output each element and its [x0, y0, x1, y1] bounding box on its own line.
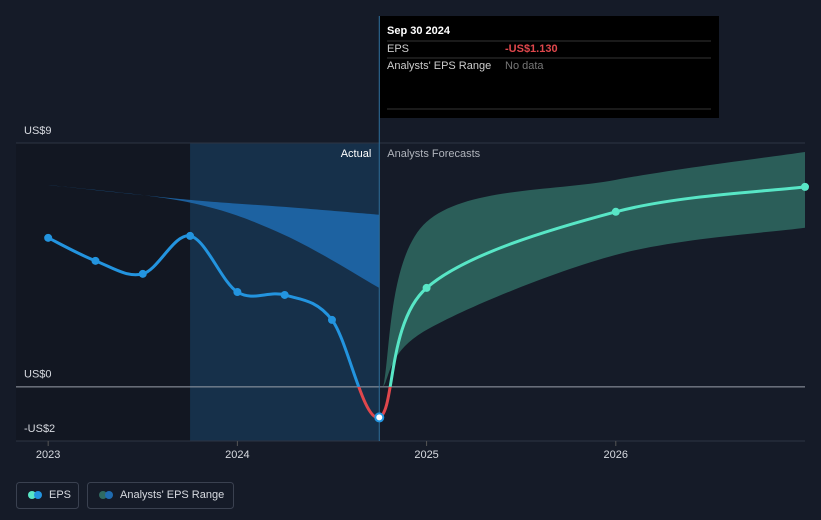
forecast-label: Analysts Forecasts: [387, 148, 480, 160]
plot: [16, 16, 809, 446]
eps-point: [327, 315, 336, 324]
eps-point: [91, 256, 100, 265]
tooltip-value: No data: [505, 60, 544, 72]
tooltip-label: Analysts' EPS Range: [387, 60, 491, 72]
forecast-range: [383, 151, 805, 387]
eps-point: [233, 288, 242, 296]
eps-point: [186, 231, 195, 240]
tooltip-box: [380, 16, 719, 118]
legend-item[interactable]: [87, 482, 234, 509]
y-tick-label: US$0: [24, 369, 52, 381]
legend-item[interactable]: [16, 482, 79, 509]
eps-line: [388, 185, 806, 387]
x-tick-label: 2026: [604, 449, 628, 461]
legend-swatch: [28, 491, 36, 499]
eps-point: [44, 233, 53, 242]
legend-label: Analysts' EPS Range: [120, 489, 224, 501]
past-region: [16, 143, 191, 441]
eps-point: [611, 207, 620, 216]
eps-point: [280, 290, 289, 299]
x-tick-label: 2025: [414, 449, 438, 461]
legend-swatch: [34, 491, 42, 499]
eps-point: [801, 182, 809, 191]
past-forecast-range: [48, 184, 380, 288]
eps-point: [138, 269, 147, 278]
legend-swatch: [99, 491, 107, 499]
y-tick-label: US$9: [24, 125, 52, 137]
legend-label: EPS: [49, 489, 71, 501]
tooltip-label: EPS: [387, 43, 409, 55]
tooltip-date: Sep 30 2024: [387, 25, 451, 37]
x-tick-label: 2023: [36, 449, 60, 461]
legend-swatch: [105, 491, 113, 499]
actual-label: Actual: [341, 148, 372, 160]
eps-point: [374, 412, 385, 423]
eps-point: [422, 283, 431, 292]
tooltip-value: -US$1.130: [505, 43, 558, 55]
x-tick-label: 2024: [225, 449, 249, 461]
y-tick-label: -US$2: [24, 423, 55, 435]
